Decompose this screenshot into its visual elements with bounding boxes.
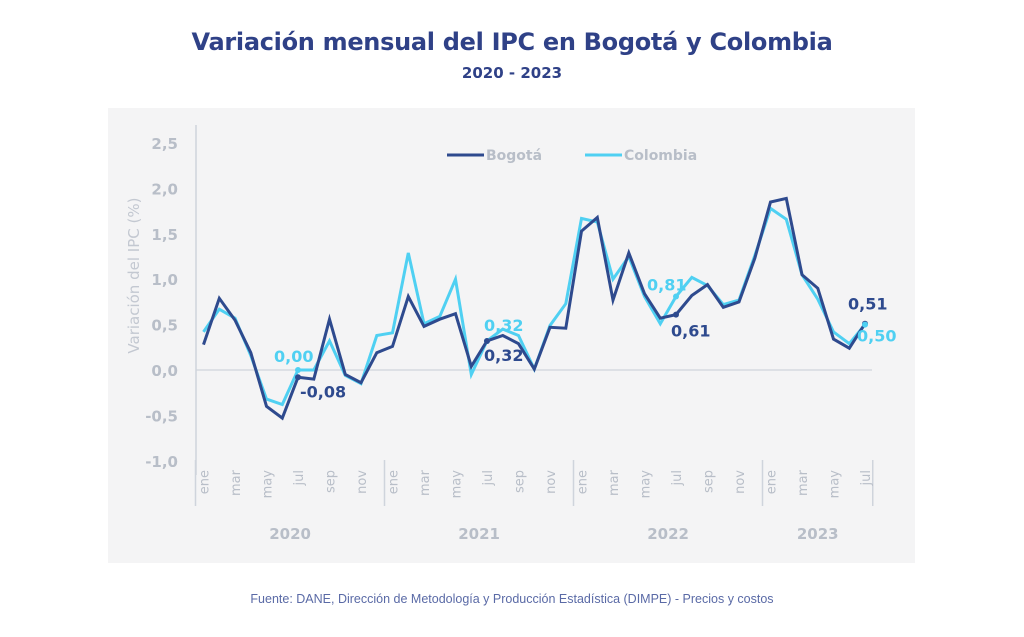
data-label: 0,32: [484, 316, 523, 335]
data-labels: 0,00 -0,08 0,32 0,32 0,81 0,61 0,51 0,50: [274, 275, 896, 401]
legend-label: Colombia: [624, 148, 697, 164]
data-label: 0,00: [274, 347, 313, 366]
data-point-marker: [295, 374, 301, 381]
data-point-marker: [862, 321, 868, 328]
x-tick-label: ene: [576, 470, 591, 494]
data-point-marker: [295, 367, 301, 373]
x-tick-label: nov: [733, 470, 748, 494]
year-label: 2020: [269, 525, 311, 543]
x-tick-label: sep: [702, 470, 717, 493]
y-tick-label: 1,0: [151, 271, 178, 289]
x-tick-label: ene: [765, 470, 780, 494]
chart-title: Variación mensual del IPC en Bogotá y Co…: [191, 28, 833, 56]
x-tick-label: may: [261, 470, 276, 499]
year-label: 2023: [797, 525, 839, 543]
data-point-marker: [673, 293, 679, 300]
x-tick-label: ene: [198, 470, 213, 494]
x-tick-label: ene: [387, 470, 402, 494]
y-tick-label: 0,5: [151, 317, 178, 335]
x-tick-label: jul: [859, 470, 874, 486]
y-tick-label: 2,0: [151, 180, 178, 198]
x-tick-label: jul: [292, 470, 307, 486]
x-tick-label: nov: [355, 470, 370, 494]
y-tick-label: 1,5: [151, 226, 178, 244]
data-label: -0,08: [300, 382, 346, 401]
x-tick-label: mar: [418, 469, 433, 496]
year-label: 2022: [647, 525, 689, 543]
data-label: 0,51: [848, 295, 887, 314]
data-label: 0,50: [857, 327, 896, 346]
x-tick-label: nov: [544, 470, 559, 494]
x-tick-label: may: [639, 470, 654, 499]
y-tick-label: 2,5: [151, 135, 178, 153]
y-tick-label: 0,0: [151, 362, 178, 380]
year-label: 2021: [458, 525, 500, 543]
legend: Bogotá Colombia: [447, 148, 697, 164]
x-tick-label: may: [450, 470, 465, 499]
x-tick-label: jul: [481, 470, 496, 486]
data-label: 0,61: [671, 322, 710, 341]
x-tick-label: mar: [607, 469, 622, 496]
x-tick-label: jul: [670, 470, 685, 486]
data-label: 0,32: [484, 346, 523, 365]
y-tick-label: -0,5: [145, 407, 178, 425]
y-tick-label: -1,0: [145, 453, 178, 471]
x-tick-label: sep: [513, 470, 528, 493]
series-lines: [202, 196, 867, 421]
chart-subtitle: 2020 - 2023: [461, 64, 563, 82]
x-axis: ene mar may jul sep nov ene mar may jul sep nov ene m…: [194, 460, 874, 543]
data-point-marker: [673, 311, 679, 318]
series-line-colombia: [202, 206, 867, 407]
y-axis: -1,0 -0,5 0,0 0,5 1,0 1,5 2,0 2,5 Variación del …: [125, 125, 872, 475]
data-label: 0,81: [647, 275, 686, 294]
x-tick-label: sep: [324, 470, 339, 493]
x-tick-label: mar: [229, 469, 244, 496]
y-axis-title: Variación del IPC (%): [125, 198, 143, 354]
series-line-bogot: [202, 196, 867, 421]
legend-label: Bogotá: [486, 148, 542, 164]
data-point-marker: [484, 337, 490, 344]
source-footnote: Fuente: DANE, Dirección de Metodología y…: [250, 592, 774, 606]
x-tick-label: may: [828, 470, 843, 499]
x-tick-label: mar: [796, 469, 811, 496]
